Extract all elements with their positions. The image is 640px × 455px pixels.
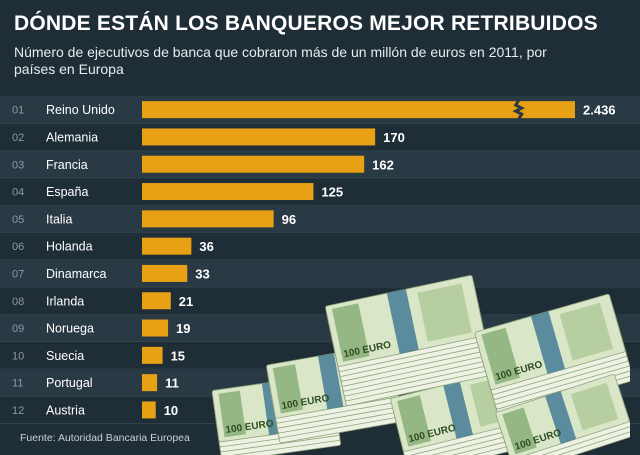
rank-label: 02 [12, 132, 24, 144]
rank-label: 01 [12, 105, 24, 117]
category-label: Reino Unido [46, 103, 115, 117]
category-label: Noruega [46, 322, 94, 336]
category-label: Dinamarca [46, 267, 106, 281]
value-label: 21 [179, 294, 193, 309]
category-label: Italia [46, 212, 72, 226]
chart-subtitle: Número de ejecutivos de banca que cobrar… [14, 44, 547, 77]
row-band [0, 205, 640, 233]
bar [142, 155, 365, 173]
value-label: 33 [195, 266, 209, 281]
rank-label: 09 [12, 323, 24, 335]
source-note: Fuente: Autoridad Bancaria Europea [20, 432, 190, 444]
rank-label: 08 [12, 296, 24, 308]
value-label: 125 [321, 185, 343, 200]
category-label: Francia [46, 158, 88, 172]
value-label: 96 [282, 212, 296, 227]
category-label: Irlanda [46, 294, 84, 308]
category-label: Suecia [46, 349, 84, 363]
axis-break-mark [512, 99, 526, 120]
category-label: Austria [46, 403, 85, 417]
chart-header: DÓNDE ESTÁN LOS BANQUEROS MEJOR RETRIBUI… [0, 0, 640, 94]
bar [142, 346, 163, 364]
value-label: 36 [199, 239, 213, 254]
rank-label: 04 [12, 187, 24, 199]
category-label: España [46, 185, 88, 199]
category-label: Portugal [46, 376, 93, 390]
bar [142, 128, 376, 146]
banknote-stack-front-right: 100 EURO [495, 374, 630, 455]
rank-label: 06 [12, 241, 24, 253]
value-label: 2.436 [583, 103, 616, 118]
rank-label: 07 [12, 268, 24, 280]
bar [142, 264, 188, 282]
value-label: 11 [165, 376, 179, 391]
value-label: 162 [372, 157, 394, 172]
bar [142, 374, 158, 392]
banknote-stack-right: 100 EURO [474, 293, 630, 419]
bar [142, 319, 169, 337]
row-band [0, 259, 640, 288]
bar [142, 183, 314, 201]
bar [142, 237, 192, 255]
bar [142, 292, 171, 310]
banknote-stack-top: 100 EURO [325, 275, 494, 407]
rank-label: 05 [12, 214, 24, 226]
chart-title: DÓNDE ESTÁN LOS BANQUEROS MEJOR RETRIBUI… [14, 12, 598, 35]
bar [142, 401, 156, 419]
value-label: 10 [164, 403, 178, 418]
category-label: Alemania [46, 130, 98, 144]
rank-label: 10 [12, 350, 24, 362]
rank-label: 11 [12, 378, 23, 390]
value-label: 19 [176, 321, 190, 336]
rank-label: 03 [12, 159, 24, 171]
bar [142, 101, 575, 119]
category-label: Holanda [46, 240, 93, 254]
rank-label: 12 [12, 405, 24, 417]
value-label: 15 [171, 348, 185, 363]
value-label: 170 [383, 130, 405, 145]
bar [142, 210, 274, 228]
